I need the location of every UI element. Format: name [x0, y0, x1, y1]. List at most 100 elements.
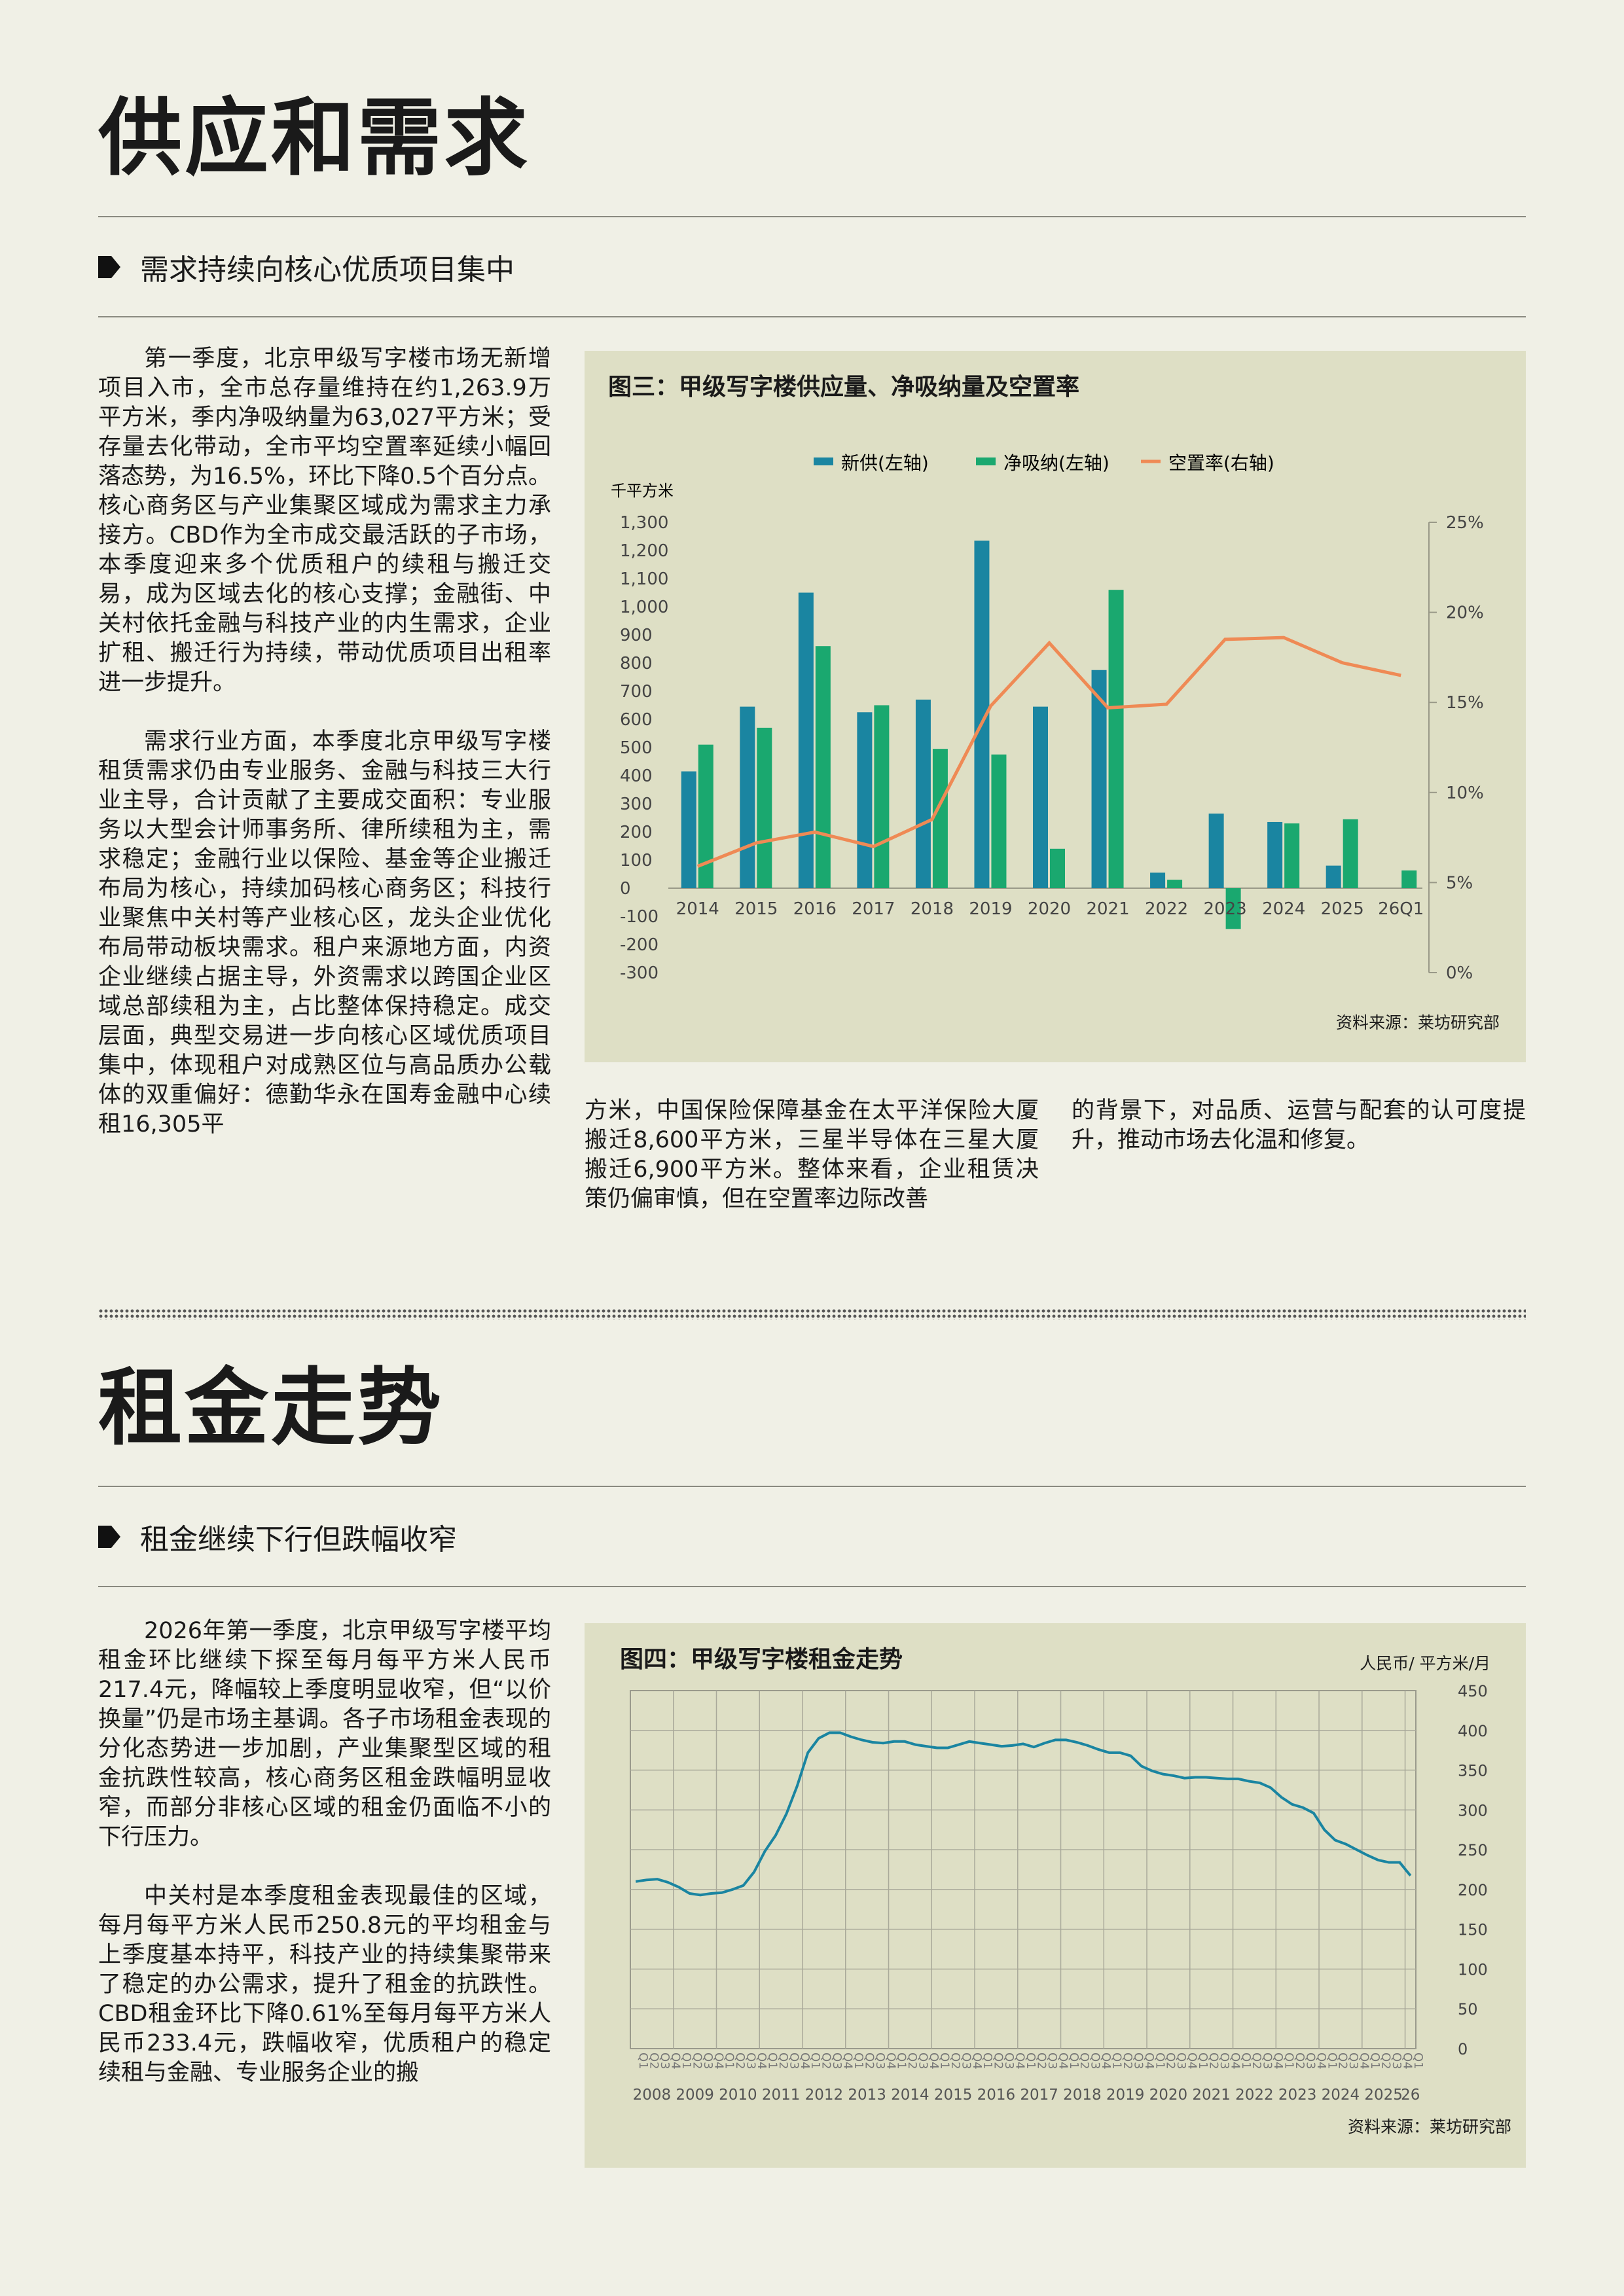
x-year-label: 2015 — [934, 2087, 973, 2104]
divider — [98, 316, 1526, 317]
x-quarter-label: Q1 — [895, 2053, 909, 2070]
x-quarter-label: Q2 — [820, 2053, 833, 2070]
bar-net-absorption — [1284, 823, 1300, 888]
x-quarter-label: Q4 — [1271, 2053, 1285, 2070]
x-quarter-label: Q3 — [658, 2053, 672, 2070]
x-quarter-label: Q3 — [1261, 2053, 1274, 2070]
x-quarter-label: Q1 — [808, 2053, 822, 2070]
x-year-label: 2014 — [891, 2087, 929, 2104]
x-quarter-label: Q3 — [1002, 2053, 1016, 2070]
x-quarter-label: Q2 — [862, 2053, 876, 2070]
x-tick-label: 2023 — [1204, 899, 1247, 919]
x-quarter-label: Q1 — [765, 2053, 779, 2070]
text-column-1: 第一季度，北京甲级写字楼市场无新增项目入市，全市总存量维持在约1,263.9万平… — [98, 344, 551, 1169]
x-tick-label: 2020 — [1028, 899, 1071, 919]
x-quarter-label: Q3 — [1089, 2053, 1102, 2070]
bar-net-absorption — [1225, 888, 1241, 929]
x-quarter-label: Q4 — [1400, 2053, 1414, 2070]
paragraph: 需求行业方面，本季度北京甲级写字楼租赁需求仍由专业服务、金融与科技三大行业主导，… — [98, 728, 551, 1138]
x-quarter-label: Q2 — [948, 2053, 962, 2070]
dotted-divider — [98, 1308, 1526, 1320]
section-title-supply-demand: 供应和需求 — [98, 90, 531, 187]
x-quarter-label: Q3 — [959, 2053, 973, 2070]
y-tick-label: 0 — [1458, 2040, 1468, 2058]
left-tick-label: 900 — [620, 626, 653, 645]
left-tick-label: -100 — [620, 907, 659, 927]
x-quarter-label: Q4 — [712, 2053, 725, 2070]
x-quarter-label: Q3 — [1174, 2053, 1188, 2070]
x-quarter-label: Q4 — [755, 2053, 768, 2070]
x-year-label: 2020 — [1149, 2087, 1188, 2104]
right-tick-label: 15% — [1446, 693, 1484, 713]
bar-net-absorption — [1343, 819, 1358, 888]
bar-net-absorption — [1167, 880, 1183, 888]
x-quarter-label: Q1 — [852, 2053, 865, 2070]
x-quarter-label: Q4 — [1185, 2053, 1199, 2070]
x-quarter-label: Q3 — [1390, 2053, 1403, 2070]
bar-new-supply — [681, 771, 696, 888]
section-title-rent: 租金走势 — [98, 1359, 444, 1457]
bar-new-supply — [1150, 872, 1166, 888]
y-tick-label: 400 — [1458, 1722, 1488, 1740]
x-year-label: 2024 — [1322, 2087, 1360, 2104]
y-tick-label: 450 — [1458, 1682, 1488, 1700]
x-quarter-label: Q1 — [981, 2053, 994, 2070]
x-quarter-label: Q4 — [1013, 2053, 1027, 2070]
x-quarter-label: Q3 — [1218, 2053, 1231, 2070]
left-tick-label: 400 — [620, 766, 653, 786]
left-tick-label: -300 — [620, 963, 659, 983]
left-tick-label: 300 — [620, 795, 653, 814]
x-quarter-label: Q1 — [1067, 2053, 1081, 2070]
bar-new-supply — [1326, 865, 1341, 888]
line-average-rent — [635, 1731, 1412, 1897]
x-quarter-label: Q2 — [776, 2053, 790, 2070]
x-quarter-label: Q1 — [1153, 2053, 1166, 2070]
x-quarter-label: Q2 — [1250, 2053, 1263, 2070]
x-quarter-label: Q3 — [787, 2053, 801, 2070]
x-quarter-label: Q4 — [1358, 2053, 1371, 2070]
bar-new-supply — [740, 706, 755, 888]
x-quarter-label: Q1 — [636, 2053, 650, 2070]
x-quarter-label: Q4 — [927, 2053, 941, 2070]
x-quarter-label: Q3 — [1045, 2053, 1059, 2070]
text-column-3: 的背景下，对品质、运营与配套的认可度提升，推动市场去化温和修复。 — [1072, 1096, 1526, 1155]
chart-rent-trend: 图四：甲级写字楼租金走势 人民币/ 平方米/月 450 400 350 300 250 2… — [585, 1623, 1526, 2168]
bar-net-absorption — [874, 705, 890, 888]
paragraph: 方米，中国保险保障基金在太平洋保险大厦搬迁8,600平方米，三星半导体在三星大厦… — [585, 1098, 1039, 1212]
x-quarter-label: Q2 — [905, 2053, 919, 2070]
paragraph: 2026年第一季度，北京甲级写字楼平均租金环比继续下探至每月每平方米人民币217… — [98, 1618, 551, 1850]
chart-canvas: 新供(左轴) 净吸纳(左轴) 空置率(右轴) 千平方米 1,300 1,200 1,100 1… — [611, 452, 1484, 983]
x-quarter-label: Q2 — [1121, 2053, 1134, 2070]
x-quarter-label: Q2 — [1336, 2053, 1350, 2070]
x-quarter-label: Q2 — [1379, 2053, 1392, 2070]
section-subtitle: 需求持续向核心优质项目集中 — [140, 253, 514, 287]
x-quarter-label: Q2 — [1293, 2053, 1307, 2070]
x-year-label: 2012 — [805, 2087, 844, 2104]
x-year-label: 2017 — [1020, 2087, 1058, 2104]
legend-entry: 新供(左轴) — [841, 452, 929, 474]
x-quarter-label: Q2 — [733, 2053, 747, 2070]
x-year-label: 2009 — [676, 2087, 714, 2104]
x-year-label: 2013 — [848, 2087, 886, 2104]
bar-new-supply — [1208, 814, 1224, 888]
y-tick-label: 50 — [1458, 2000, 1478, 2018]
x-year-label: 2008 — [633, 2087, 672, 2104]
x-quarter-label: Q1 — [1368, 2053, 1382, 2070]
x-quarter-label: Q4 — [970, 2053, 984, 2070]
text-column-rent: 2026年第一季度，北京甲级写字楼平均租金环比继续下探至每月每平方米人民币217… — [98, 1617, 551, 2117]
legend-entry: 空置率(右轴) — [1168, 452, 1274, 474]
bar-net-absorption — [991, 754, 1007, 888]
x-quarter-label: Q3 — [873, 2053, 887, 2070]
legend-swatch — [976, 457, 996, 465]
x-tick-label: 2025 — [1321, 899, 1364, 919]
x-tick-label: 2024 — [1262, 899, 1305, 919]
x-quarter-label: Q3 — [701, 2053, 715, 2070]
left-tick-label: 200 — [620, 823, 653, 842]
chart-title: 图四：甲级写字楼租金走势 — [620, 1646, 903, 1673]
x-quarter-label: Q3 — [1303, 2053, 1317, 2070]
bar-net-absorption — [815, 646, 831, 888]
x-year-label: 2011 — [762, 2087, 801, 2104]
x-quarter-label: Q2 — [1206, 2053, 1220, 2070]
bullet-icon — [98, 1526, 120, 1548]
bar-new-supply — [857, 712, 873, 888]
